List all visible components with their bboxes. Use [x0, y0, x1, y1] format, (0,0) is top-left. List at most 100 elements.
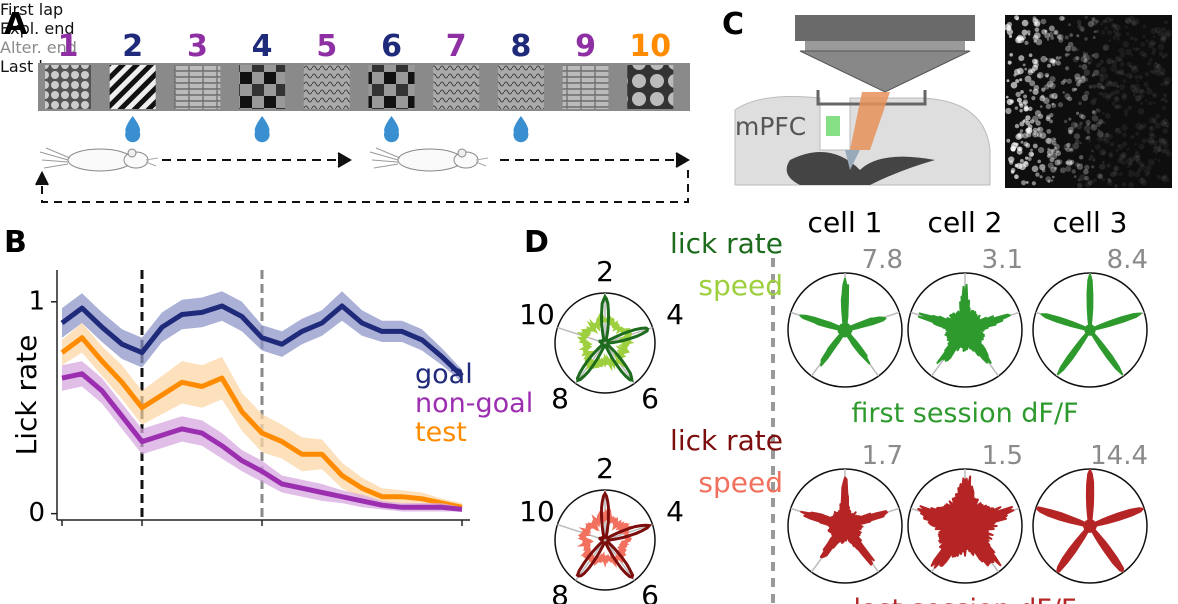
- imaging-cell: [1007, 60, 1012, 65]
- imaging-cell: [1016, 132, 1024, 139]
- imaging-cell: [1116, 37, 1120, 41]
- imaging-cell: [1055, 56, 1059, 59]
- imaging-cell: [1160, 35, 1167, 41]
- imaging-cell: [1015, 91, 1021, 98]
- imaging-cell: [1052, 148, 1055, 152]
- imaging-cell: [1155, 151, 1158, 155]
- angle-label: 6: [641, 579, 659, 604]
- imaging-cell: [1054, 143, 1060, 150]
- imaging-cell: [1106, 57, 1113, 65]
- stimulus-number: 2: [122, 29, 143, 64]
- mouse-icon: [39, 147, 159, 172]
- imaging-cell: [1006, 138, 1011, 143]
- imaging-cell: [1044, 73, 1050, 78]
- panel-label: C: [722, 7, 744, 42]
- imaging-cell: [1161, 31, 1166, 37]
- imaging-cell: [1013, 73, 1017, 77]
- imaging-cell: [1025, 143, 1031, 148]
- imaging-cell: [1076, 163, 1083, 170]
- imaging-cell: [1065, 165, 1072, 172]
- panel-label: B: [4, 225, 27, 260]
- imaging-cell: [1164, 99, 1169, 103]
- series-line: [60, 335, 463, 510]
- imaging-cell: [1128, 15, 1136, 23]
- imaging-cell: [1065, 147, 1071, 153]
- imaging-cell: [1092, 16, 1096, 20]
- imaging-cell: [1054, 147, 1057, 150]
- imaging-cell: [1091, 149, 1094, 153]
- imaging-cell: [1041, 29, 1047, 35]
- imaging-cell: [1076, 34, 1080, 38]
- imaging-cell: [1112, 81, 1119, 88]
- imaging-cell: [1108, 151, 1113, 157]
- imaging-cell: [1067, 41, 1074, 48]
- imaging-cell: [1118, 57, 1124, 63]
- imaging-cell: [1102, 92, 1109, 99]
- speed-trace: [576, 508, 633, 568]
- imaging-cell: [1130, 64, 1137, 71]
- imaging-cell: [1104, 26, 1108, 31]
- angle-label: 8: [551, 382, 569, 415]
- angle-label: 8: [551, 579, 569, 604]
- imaging-cell: [1144, 72, 1150, 77]
- imaging-cell: [1093, 69, 1100, 76]
- max-value: 3.1: [982, 245, 1023, 275]
- imaging-cell: [1031, 181, 1036, 186]
- imaging-cell: [1139, 164, 1146, 170]
- imaging-cell: [1037, 126, 1044, 133]
- imaging-cell: [1095, 122, 1101, 128]
- imaging-cell: [1135, 122, 1143, 130]
- imaging-cell: [1010, 167, 1016, 173]
- imaging-cell: [1030, 152, 1034, 157]
- imaging-cell: [1039, 175, 1043, 179]
- imaging-cell: [1069, 33, 1073, 37]
- imaging-cell: [1125, 20, 1128, 23]
- imaging-cell: [1045, 74, 1049, 78]
- imaging-cell: [1115, 56, 1121, 62]
- imaging-cell: [1128, 169, 1132, 172]
- imaging-cell: [1049, 113, 1054, 118]
- imaging-cell: [1153, 41, 1157, 46]
- speed-title: speed: [698, 269, 783, 302]
- imaging-cell: [1158, 138, 1166, 146]
- imaging-cell: [1084, 90, 1090, 96]
- imaging-cell: [1151, 51, 1156, 56]
- panel-label: A: [4, 7, 28, 42]
- speed-title: speed: [698, 466, 783, 499]
- imaging-cell: [1160, 72, 1165, 77]
- imaging-cell: [1090, 99, 1096, 105]
- imaging-cell: [1044, 32, 1051, 39]
- imaging-cell: [1110, 65, 1118, 72]
- imaging-cell: [1148, 101, 1153, 106]
- imaging-cell: [1077, 178, 1081, 182]
- track-arrows: [35, 152, 690, 203]
- imaging-cell: [1100, 30, 1106, 35]
- imaging-cell: [1157, 159, 1161, 163]
- imaging-cell: [1077, 24, 1082, 29]
- imaging-cell: [1099, 163, 1106, 170]
- imaging-cell: [1096, 136, 1103, 142]
- y-tick-label: 0: [28, 498, 45, 528]
- imaging-cell: [1135, 150, 1139, 154]
- imaging-cell: [1049, 93, 1055, 99]
- imaging-cell: [1059, 16, 1065, 21]
- imaging-cell: [1152, 145, 1158, 150]
- imaging-cell: [1097, 130, 1104, 138]
- imaging-cell: [1153, 121, 1157, 125]
- imaging-cell: [1034, 32, 1041, 39]
- imaging-cell: [1138, 177, 1146, 184]
- imaging-cell: [1163, 93, 1166, 96]
- angle-label: 10: [519, 495, 555, 528]
- imaging-cell: [1164, 81, 1168, 85]
- imaging-cell: [1046, 153, 1052, 158]
- imaging-cell: [1029, 80, 1036, 87]
- imaging-cell: [1023, 94, 1028, 99]
- imaging-cell: [1134, 152, 1141, 158]
- cell-title: cell 3: [1053, 206, 1128, 239]
- imaging-cell: [1142, 90, 1146, 94]
- imaging-cell: [1037, 74, 1041, 78]
- imaging-cell: [1125, 18, 1131, 24]
- imaging-cell: [1146, 88, 1153, 95]
- imaging-cell: [1165, 125, 1169, 128]
- imaging-cell: [1117, 68, 1125, 76]
